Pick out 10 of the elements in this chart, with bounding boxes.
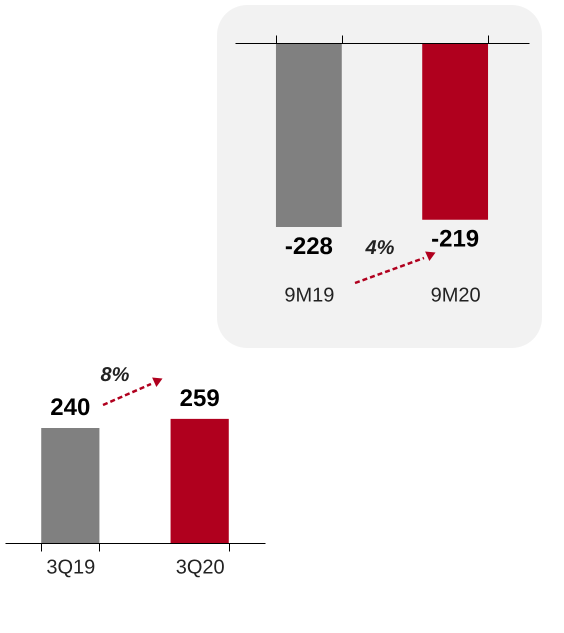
text: 8%: [100, 364, 130, 386]
data-label: -219: [431, 226, 480, 253]
data-label: 259: [180, 384, 220, 412]
x-tick-label: 3Q19: [46, 556, 96, 578]
text: 4%: [364, 237, 395, 259]
data-label: -228: [284, 233, 333, 260]
x-tick-label: 9M20: [430, 284, 481, 306]
data-label: 240: [50, 394, 90, 421]
x-tick-label: 9M19: [284, 284, 334, 306]
x-tick-label: 3Q20: [176, 556, 225, 578]
